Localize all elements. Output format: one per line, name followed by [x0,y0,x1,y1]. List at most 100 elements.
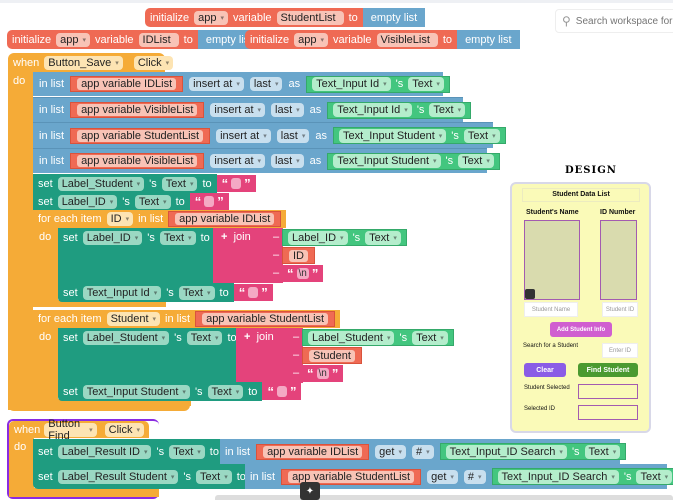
insert-at-dropdown[interactable]: insert at [210,103,266,117]
component-property-getter[interactable]: Text_Input Student 's Text [333,127,506,144]
property-dropdown[interactable]: Text [584,444,621,459]
property-dropdown[interactable]: Text [412,330,448,345]
student-name-input[interactable]: Student Name [524,302,578,317]
empty-string-block[interactable] [216,175,256,192]
loop-variable[interactable]: ID [106,212,134,226]
empty-string-block[interactable] [233,284,273,301]
remove-item-icon[interactable]: – [293,331,300,343]
join-block[interactable]: + join – – – [213,228,283,283]
insert-row[interactable]: in list app variable VisibleList insert … [33,148,500,173]
variable-getter[interactable]: app variable VisibleList [70,102,205,118]
property-dropdown[interactable]: Text [134,194,171,209]
list-variable[interactable]: app variable IDList [175,213,275,225]
property-dropdown[interactable]: Text [207,384,244,399]
event-dropdown[interactable]: Click [133,55,174,70]
get-dropdown[interactable]: get [375,444,406,459]
init-global-idlist[interactable]: initialize app variable IDList to empty list [7,30,261,49]
property-dropdown[interactable]: Text [169,444,205,459]
component-dropdown[interactable]: Label_Student [57,176,145,191]
property-dropdown[interactable]: Text [159,230,196,245]
remove-item-icon[interactable]: – [293,367,300,379]
component-dropdown[interactable]: Label_ID [82,230,143,245]
loop-variable[interactable]: ID [289,249,308,262]
string-field[interactable] [204,196,215,207]
string-field[interactable] [276,386,287,397]
property-dropdown[interactable]: Text [636,469,673,484]
insert-at-dropdown[interactable]: insert at [189,77,244,91]
component-dropdown[interactable]: Text_Input Id [312,77,391,91]
mutator-plus-icon[interactable]: + [244,331,251,343]
bottom-scrollbar[interactable] [215,495,673,500]
mutator-plus-icon[interactable]: + [221,231,228,243]
insert-at-dropdown[interactable]: insert at [210,154,266,168]
component-dropdown[interactable]: Label_ID [57,194,118,209]
remove-item-icon[interactable]: – [273,231,280,243]
empty-list-block[interactable]: empty list [370,11,418,24]
property-dropdown[interactable]: Text [429,103,466,117]
component-dropdown[interactable]: Text_Input Student [339,128,447,143]
clear-button[interactable]: Clear [524,363,566,377]
newline-string-block[interactable]: \n [302,365,344,382]
property-dropdown[interactable]: Text [365,230,401,245]
scope-dropdown[interactable]: app [56,32,91,47]
list-variable[interactable]: app variable IDList [263,445,363,458]
find-student-button[interactable]: Find Student [578,363,638,377]
property-dropdown[interactable]: Text [408,77,444,91]
component-dropdown[interactable]: Text_Input_ID Search [445,444,567,459]
component-dropdown[interactable]: Button_Save [44,55,123,70]
component-property-getter[interactable]: Text_Input_ID Search 's Text [491,468,673,485]
variable-name-field[interactable]: IDList [138,32,179,47]
list-variable[interactable]: app variable VisibleList [77,155,198,167]
component-dropdown[interactable]: Label_ID [288,230,348,245]
component-dropdown[interactable]: Text_Input Id [82,285,162,300]
loop-variable[interactable]: Student [309,349,355,362]
component-dropdown[interactable]: Button Find [44,418,97,442]
index-dropdown[interactable]: # [411,444,434,459]
list-variable[interactable]: app variable IDList [77,78,177,90]
component-dropdown[interactable]: Label_Result ID [57,444,152,459]
property-dropdown[interactable]: Text [161,176,198,191]
component-property-getter[interactable]: Label_ID 's Text [282,229,407,246]
init-global-studentlist[interactable]: initialize app variable StudentList to empty… [145,8,426,27]
add-student-button[interactable]: Add Student Info [550,322,612,337]
for-each-id-loop[interactable]: for each item ID in list app variable IDLis… [33,210,287,228]
insert-row[interactable]: in list app variable StudentList insert … [33,122,506,148]
enter-id-input[interactable]: Enter ID [602,343,638,358]
property-dropdown[interactable]: Text [186,330,223,345]
position-dropdown[interactable]: last [271,154,304,168]
variable-getter[interactable]: app variable StudentList [281,468,422,485]
position-dropdown[interactable]: last [271,103,304,117]
list-variable[interactable]: app variable VisibleList [77,104,198,116]
variable-getter[interactable]: app variable IDList [70,76,184,92]
list-variable[interactable]: app variable StudentList [288,470,415,483]
string-field[interactable] [248,287,259,298]
component-property-getter[interactable]: Label_Student 's Text [302,329,454,346]
component-dropdown[interactable]: Text_Input Student [82,384,190,399]
set-label-student-text[interactable]: set Label_Student 's Textto [33,174,256,193]
component-dropdown[interactable]: Label_Result Student [57,469,179,484]
empty-list-block[interactable]: empty list [205,33,253,46]
component-property-getter[interactable]: Text_Input_ID Search 's Text [439,443,627,460]
string-field[interactable]: \n [316,368,329,379]
component-dropdown[interactable]: Text_Input Id [333,103,412,117]
loop-variable[interactable]: Student [106,312,161,326]
join-block[interactable]: + join – – – [236,328,303,383]
component-dropdown[interactable]: Text_Input Student [333,154,441,168]
init-global-visiblelist[interactable]: initialize app variable VisibleList to empty… [245,30,520,49]
newline-string-block[interactable]: \n [282,265,324,282]
empty-string-block[interactable] [189,193,229,210]
insert-row[interactable]: in list app variable IDList insert at la… [33,72,450,96]
component-property-getter[interactable]: Text_Input Student 's Text [327,152,500,170]
variable-getter[interactable]: app variable IDList [256,443,370,460]
list-variable[interactable]: app variable StudentList [77,129,204,142]
list-variable[interactable]: app variable StudentList [202,313,329,325]
component-property-getter[interactable]: Text_Input Id 's Text [327,101,472,119]
property-dropdown[interactable]: Text [196,469,232,484]
variable-name-field[interactable]: StudentList [276,10,344,25]
remove-item-icon[interactable]: – [293,349,300,361]
variable-name-field[interactable]: VisibleList [376,32,438,47]
get-dropdown[interactable]: get [427,469,458,484]
loop-variable-getter[interactable]: Student [302,347,362,364]
property-dropdown[interactable]: Text [463,128,500,143]
